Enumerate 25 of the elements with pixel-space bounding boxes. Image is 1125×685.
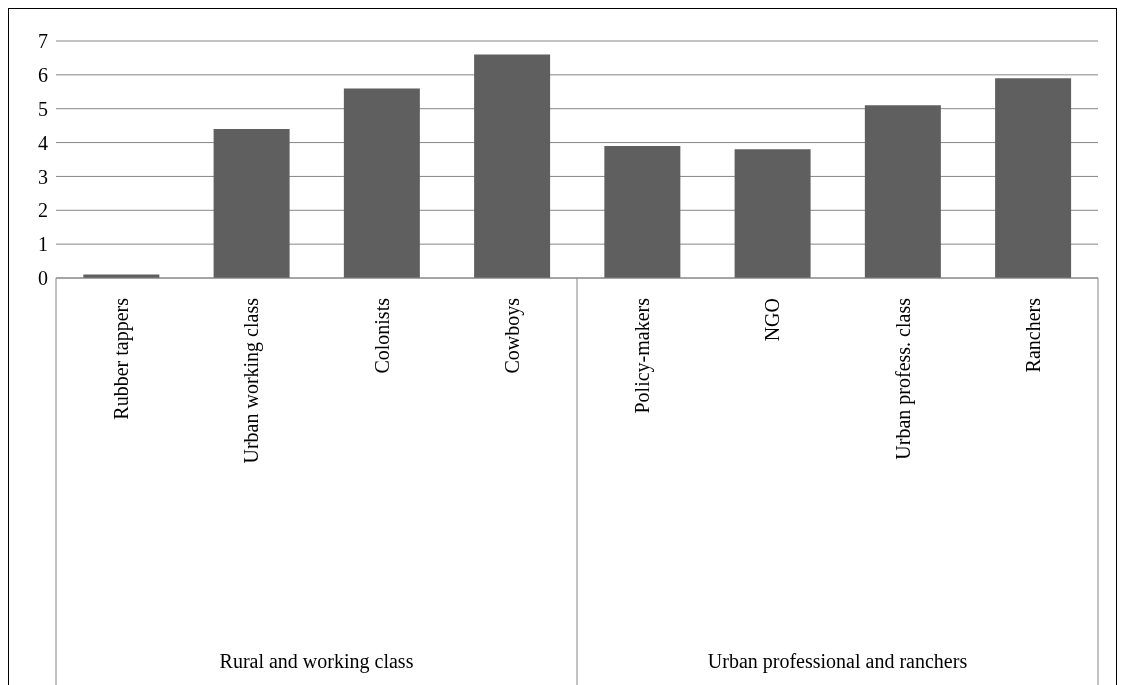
bar xyxy=(864,105,941,278)
y-tick-label: 5 xyxy=(38,97,48,120)
y-tick-label: 4 xyxy=(38,131,48,154)
x-tick-label: Rubber tappers xyxy=(110,297,134,420)
x-tick-label: NGO xyxy=(761,298,784,342)
bar xyxy=(474,54,551,278)
x-tick-label: Ranchers xyxy=(1021,297,1044,373)
bar xyxy=(343,88,420,278)
y-tick-label: 3 xyxy=(38,165,48,188)
bar xyxy=(213,129,290,278)
y-tick-label: 6 xyxy=(38,63,48,86)
bar xyxy=(604,145,681,278)
y-tick-label: 2 xyxy=(38,199,48,222)
text: Rural and working class xyxy=(218,650,415,673)
y-tick-label: 0 xyxy=(38,267,48,290)
text: Urban professional and ranchers xyxy=(706,650,969,673)
x-tick-label: Policy-makers xyxy=(631,297,655,414)
x-tick-label: Colonists xyxy=(370,297,393,374)
y-tick-label: 7 xyxy=(38,30,48,53)
bar xyxy=(734,149,811,278)
x-tick-label: Cowboys xyxy=(500,297,524,374)
y-tick-label: 1 xyxy=(38,233,48,256)
bar xyxy=(995,78,1072,278)
x-tick-label: Urban working class xyxy=(240,297,264,464)
x-tick-label: Urban profess. class xyxy=(891,297,915,460)
